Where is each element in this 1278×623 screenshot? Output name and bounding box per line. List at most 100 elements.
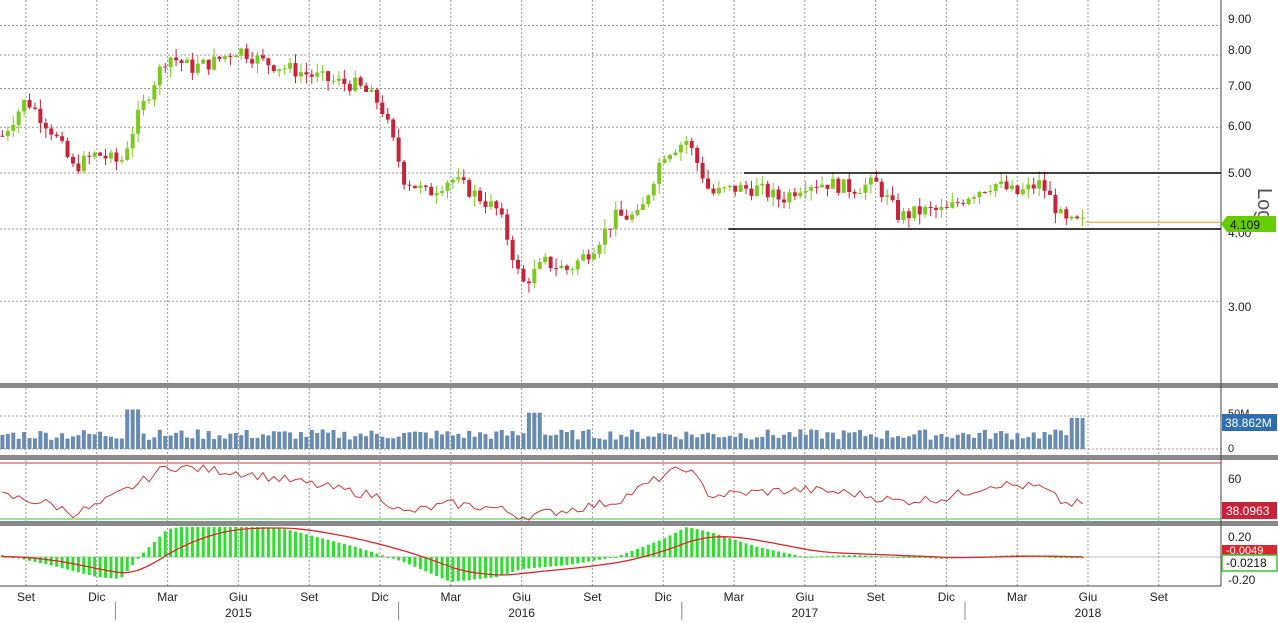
volume-bar — [901, 437, 906, 449]
candle-body — [516, 259, 521, 269]
volume-bar — [266, 435, 271, 449]
macd-histogram-bar — [28, 557, 32, 561]
macd-histogram-bar — [711, 532, 715, 557]
candle-body — [765, 183, 770, 198]
macd-histogram-bar — [277, 528, 281, 557]
volume-bar — [347, 439, 352, 449]
candle-body — [885, 195, 890, 198]
volume-bar — [700, 434, 705, 449]
candle-body — [358, 77, 363, 86]
macd-histogram-bar — [690, 528, 694, 557]
candle-body — [814, 187, 819, 189]
candle-body — [0, 135, 5, 137]
candle-body — [608, 228, 613, 230]
volume-bar — [11, 432, 16, 449]
volume-bar — [233, 432, 238, 449]
volume-bar — [336, 437, 341, 449]
candle-body — [1037, 180, 1042, 189]
x-axis-labels: Set Dic Mar Giu Set Dic Mar Giu Set Dic Mar Giu Set D… — [17, 590, 1168, 620]
volume-bar — [1031, 432, 1036, 449]
volume-bar — [244, 430, 249, 449]
volume-bar — [488, 438, 493, 449]
volume-bar — [733, 437, 738, 449]
candle-body — [103, 155, 108, 159]
macd-histogram-bar — [668, 535, 672, 557]
volume-bar — [429, 438, 434, 449]
macd-histogram-bar — [174, 527, 178, 557]
macd-histogram-bar — [223, 527, 227, 557]
candle-body — [668, 155, 673, 160]
volume-bar — [114, 438, 119, 449]
candle-body — [467, 180, 472, 197]
x-month-label: Dic — [371, 590, 388, 604]
candle-body — [49, 128, 54, 135]
volume-tick: 0 — [1228, 443, 1234, 455]
panel-separator — [0, 521, 1278, 526]
candle-body — [651, 183, 656, 196]
volume-bar — [510, 431, 515, 449]
volume-bar — [125, 409, 130, 449]
volume-bar — [955, 434, 960, 449]
volume-bar — [695, 437, 700, 449]
macd-histogram-bar — [874, 556, 878, 558]
volume-bar — [190, 438, 195, 449]
volume-bar — [81, 430, 86, 449]
macd-histogram-bar — [158, 536, 162, 557]
x-month-label: Mar — [724, 590, 745, 604]
candle-body — [581, 254, 586, 261]
last-price-value: 4.109 — [1230, 218, 1260, 232]
x-month-label: Mar — [440, 590, 461, 604]
macd-last-tag: -0.0049 — [1222, 545, 1277, 557]
candle-body — [809, 187, 814, 191]
macd-histogram-bar — [717, 534, 721, 557]
candle-body — [841, 179, 846, 193]
volume-bar — [982, 429, 987, 449]
macd-histogram-bar — [646, 544, 650, 557]
macd-histogram-bar — [516, 557, 520, 571]
candle-body — [163, 66, 168, 68]
rsi-tick: 60 — [1228, 472, 1242, 486]
macd-histogram-bar — [1064, 557, 1068, 558]
volume-bar — [608, 431, 613, 449]
volume-bar — [711, 434, 716, 449]
volume-bar — [950, 438, 955, 449]
x-month-label: Set — [867, 590, 886, 604]
rsi-last-tag: 38.0963 — [1222, 502, 1277, 519]
candle-body — [353, 77, 358, 91]
macd-histogram-bar — [299, 532, 303, 557]
macd-histogram-bar — [60, 557, 64, 569]
volume-bar — [364, 436, 369, 449]
x-month-label: Dic — [88, 590, 105, 604]
macd-histogram-bar — [120, 557, 124, 578]
candle-body — [548, 256, 553, 269]
volume-bar — [619, 434, 624, 449]
macd-histogram-bar — [863, 555, 867, 557]
price-tick: 3.00 — [1228, 300, 1252, 314]
macd-histogram-bar — [1048, 556, 1052, 558]
volume-bar — [776, 437, 781, 449]
macd-histogram-bar — [364, 550, 368, 557]
volume-bar — [575, 439, 580, 449]
macd-signal-line — [2, 527, 1083, 576]
volume-bar — [890, 437, 895, 449]
macd-histogram-bar — [321, 538, 325, 557]
x-year-label: 2018 — [1075, 606, 1102, 620]
volume-bar — [179, 430, 184, 449]
volume-bar — [646, 436, 651, 449]
candle-body — [532, 268, 537, 284]
candle-body — [706, 178, 711, 189]
volume-bar — [505, 435, 510, 449]
macd-histogram-bar — [760, 548, 764, 557]
volume-bar — [103, 436, 108, 449]
volume-bar — [928, 439, 933, 449]
volume-bar — [543, 434, 548, 449]
volume-bar — [0, 434, 5, 449]
volume-bar — [787, 432, 792, 449]
macd-histogram-bar — [869, 555, 873, 557]
candle-body — [396, 137, 401, 162]
macd-histogram-bar — [511, 557, 515, 573]
macd-histogram-bar — [1043, 556, 1047, 558]
volume-bar — [423, 432, 428, 449]
volume-bar — [456, 433, 461, 449]
volume-bar — [516, 435, 521, 449]
